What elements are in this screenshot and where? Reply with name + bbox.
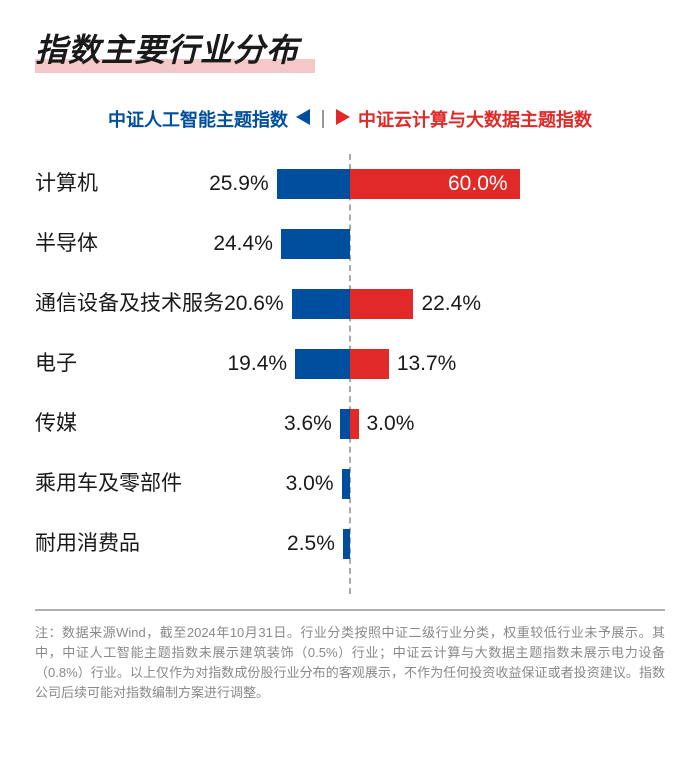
triangle-left-icon xyxy=(296,109,310,130)
category-label: 传媒 xyxy=(35,412,77,435)
title-block: 指数主要行业分布 xyxy=(35,25,665,71)
bar-right xyxy=(350,349,389,379)
bar-right xyxy=(350,409,359,439)
legend-right-label: 中证云计算与大数据主题指数 xyxy=(358,106,592,132)
bar-left xyxy=(343,529,350,559)
bar-left xyxy=(295,349,350,379)
bar-left xyxy=(340,409,350,439)
bar-left xyxy=(277,169,350,199)
left-value: 24.4% xyxy=(213,232,273,256)
left-value: 20.6% xyxy=(224,292,284,316)
chart-row: 传媒 3.6% 3.0% xyxy=(35,394,665,454)
bar-right xyxy=(350,289,413,319)
chart-row: 半导体 24.4% xyxy=(35,214,665,274)
chart-row: 通信设备及技术服务20.6% 22.4% xyxy=(35,274,665,334)
left-value: 3.6% xyxy=(284,412,332,436)
left-value: 19.4% xyxy=(228,352,288,376)
footnote-text: 注：数据来源Wind，截至2024年10月31日。行业分类按照中证二级行业分类，… xyxy=(35,623,665,704)
category-label: 电子 xyxy=(35,352,77,375)
triangle-right-icon xyxy=(336,109,350,130)
category-label: 计算机 xyxy=(35,172,98,195)
right-value: 22.4% xyxy=(421,292,481,316)
chart-row: 计算机 25.9% 60.0% xyxy=(35,154,665,214)
left-value: 3.0% xyxy=(286,472,334,496)
category-label: 耐用消费品 xyxy=(35,532,140,555)
legend-divider xyxy=(322,110,324,128)
left-value: 25.9% xyxy=(209,172,269,196)
right-value: 13.7% xyxy=(397,352,457,376)
chart-row: 耐用消费品 2.5% xyxy=(35,514,665,574)
chart-row: 乘用车及零部件 3.0% xyxy=(35,454,665,514)
chart-row: 电子 19.4% 13.7% xyxy=(35,334,665,394)
bar-left xyxy=(292,289,350,319)
right-value: 60.0% xyxy=(448,172,508,196)
right-value: 3.0% xyxy=(367,412,415,436)
legend: 中证人工智能主题指数 中证云计算与大数据主题指数 xyxy=(35,106,665,132)
bar-left xyxy=(281,229,350,259)
footnote-divider xyxy=(35,609,665,611)
bar-left xyxy=(342,469,351,499)
category-label: 半导体 xyxy=(35,232,98,255)
diverging-bar-chart: 计算机 25.9% 60.0% 半导体 24.4% 通信设备及技术服务20.6% 22.4%… xyxy=(35,154,665,594)
legend-left-label: 中证人工智能主题指数 xyxy=(108,106,288,132)
page-title: 指数主要行业分布 xyxy=(35,25,665,71)
category-label: 乘用车及零部件 xyxy=(35,472,182,495)
category-label: 通信设备及技术服务 xyxy=(35,292,224,315)
left-value: 2.5% xyxy=(287,532,335,556)
